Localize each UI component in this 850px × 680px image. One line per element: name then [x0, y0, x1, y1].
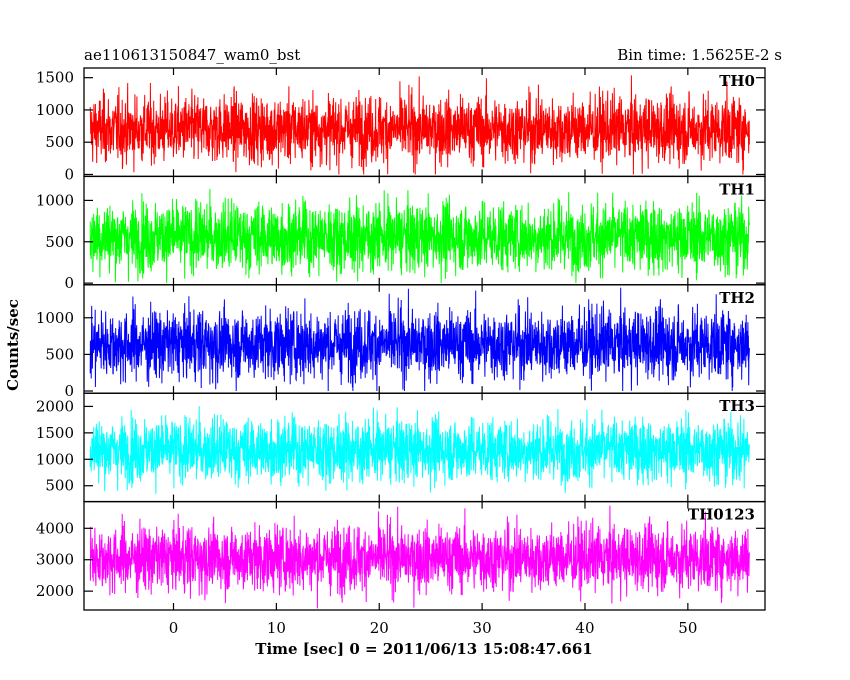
y-tick-label: 500 [45, 233, 74, 251]
panel-name-label: TH0123 [688, 506, 755, 524]
y-tick-label: 2000 [36, 397, 74, 415]
y-tick-label: 3000 [36, 551, 74, 569]
series-th0123 [89, 505, 750, 609]
y-tick-label: 1000 [36, 450, 74, 468]
panel-name-label: TH3 [719, 397, 755, 415]
y-tick-label: 0 [64, 274, 74, 292]
y-tick-label: 1500 [36, 69, 74, 87]
y-tick-label: 1000 [36, 309, 74, 327]
y-axis-label: Counts/sec [4, 299, 22, 391]
x-tick-label: 0 [169, 619, 179, 637]
chart-title-right: Bin time: 1.5625E-2 s [617, 46, 782, 64]
y-tick-label: 1500 [36, 424, 74, 442]
panels: 0 500 1000 1500 TH0 0 500 1000 TH1 0 500 1000 TH2 500… [36, 67, 766, 611]
x-tick-label: 10 [267, 619, 286, 637]
x-tick-label: 50 [678, 619, 697, 637]
series-th3 [89, 406, 750, 494]
y-tick-label: 1000 [36, 191, 74, 209]
x-tick-label: 30 [473, 619, 492, 637]
x-axis-label: Time [sec] 0 = 2011/06/13 15:08:47.661 [255, 640, 592, 658]
panel-name-label: TH1 [719, 180, 755, 198]
panel-name-label: TH0 [719, 72, 755, 90]
y-tick-label: 500 [45, 345, 74, 363]
panel-name-label: TH2 [719, 289, 755, 307]
y-tick-label: 0 [64, 382, 74, 400]
panel-th0123: 2000 3000 4000 TH0123 [36, 500, 766, 611]
series-th0 [89, 75, 750, 175]
y-tick-label: 2000 [36, 582, 74, 600]
y-tick-label: 500 [45, 133, 74, 151]
x-axis-ticks: 0 10 20 30 40 50 [169, 619, 698, 637]
panel-th2: 0 500 1000 TH2 [36, 284, 766, 400]
x-tick-label: 20 [370, 619, 389, 637]
panel-th1: 0 500 1000 TH1 [36, 175, 766, 292]
y-tick-label: 0 [64, 165, 74, 183]
chart-title-left: ae110613150847_wam0_bst [84, 46, 300, 64]
series-th2 [89, 287, 750, 392]
y-tick-label: 500 [45, 477, 74, 495]
panel-frame [83, 500, 766, 611]
panel-th0: 0 500 1000 1500 TH0 [36, 67, 766, 183]
y-tick-label: 1000 [36, 101, 74, 119]
series-th1 [89, 188, 750, 284]
panel-th3: 500 1000 1500 2000 TH3 [36, 392, 766, 503]
y-tick-label: 4000 [36, 519, 74, 537]
x-tick-label: 40 [575, 619, 594, 637]
